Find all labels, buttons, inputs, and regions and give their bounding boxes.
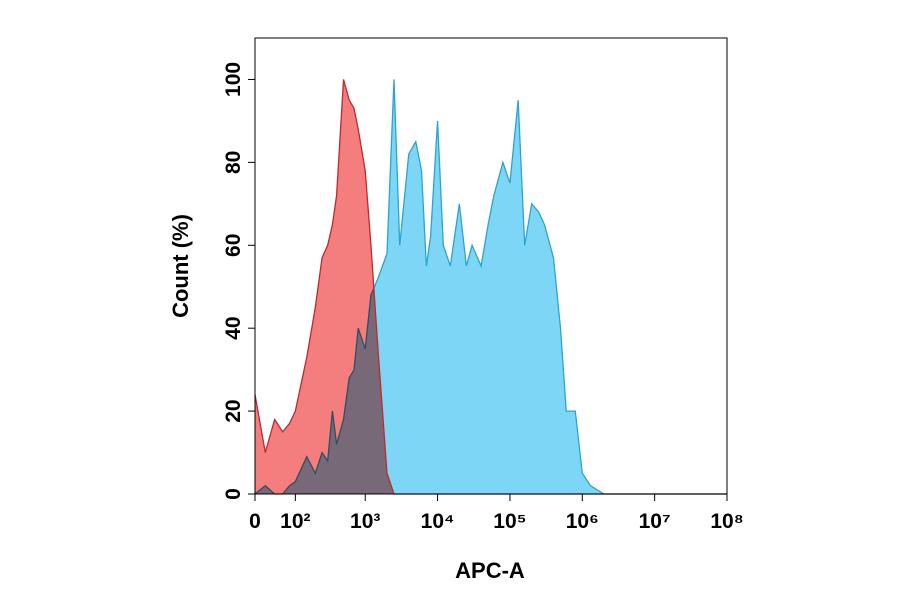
x-tick-label: 10⁸	[710, 510, 743, 533]
y-tick-label: 40	[222, 317, 245, 340]
y-axis-title: Count (%)	[168, 214, 193, 318]
y-tick-label: 100	[222, 62, 245, 97]
area-fill	[255, 79, 727, 494]
y-tick-label: 60	[222, 234, 245, 257]
y-tick-label: 80	[222, 151, 245, 174]
x-tick-label: 10⁷	[639, 510, 671, 533]
y-tick-label: 0	[222, 488, 245, 500]
x-tick-label: 10⁴	[421, 510, 455, 533]
x-tick-label: 10³	[350, 510, 380, 533]
x-tick-label: 0	[249, 510, 261, 533]
x-tick-label: 10²	[280, 510, 310, 533]
y-tick-label: 20	[222, 399, 245, 422]
x-tick-label: 10⁵	[493, 510, 526, 533]
plot-frame	[254, 37, 728, 495]
x-tick-label: 10⁶	[566, 510, 599, 533]
x-axis-title: APC-A	[455, 558, 525, 583]
